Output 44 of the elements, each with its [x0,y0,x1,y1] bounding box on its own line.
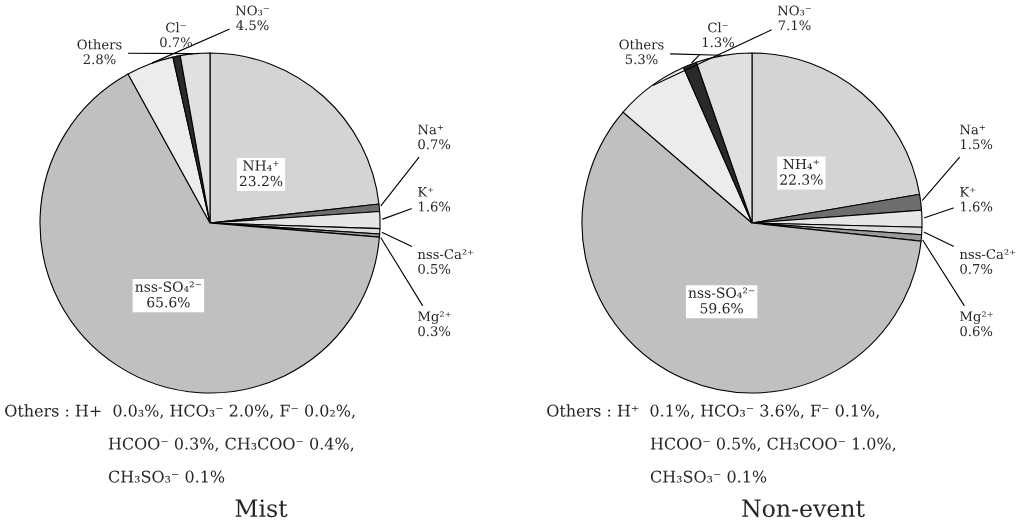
text: Others : H+ 0.0₃%, HCO₃⁻ 2.0%, F⁻ 0.0₂%, [5,404,355,419]
data-label: 65.6% [147,296,190,308]
slice-label: Mg²⁺ [960,311,993,324]
slice-label: nss-SO₄²⁻ [135,281,202,292]
slice-label: K⁺ [960,186,976,197]
slice-label: nss-Ca²⁺ [959,249,1016,260]
data-label: 1.3% [702,37,735,48]
data-label: 4.5% [236,20,269,31]
text: CH₃SO₃⁻ 0.1% [108,470,225,483]
data-label: 0.3% [418,326,451,337]
slice-label: Others [619,39,664,50]
slice-label: Cl⁻ [166,22,186,33]
slice-label: NO₃⁻ [235,5,269,16]
slice-label: NH₄⁺ [783,158,819,170]
slice-label: NH₄⁺ [243,160,279,171]
data-label: 0.5% [418,263,451,274]
data-label: 0.7% [418,139,451,150]
slice-label: NO₃⁻ [777,5,811,16]
slice-label: Na⁺ [960,124,985,135]
text: Non-event [742,499,865,518]
slice-label: Na⁺ [418,124,443,135]
slice-label: nss-SO₄²⁻ [688,287,755,298]
text: Others : H⁺ 0.1%, HCO₃⁻ 3.6%, F⁻ 0.1%, [547,404,879,419]
text: Mist [235,499,288,518]
text: HCOO⁻ 0.3%, CH₃COO⁻ 0.4%, [108,437,354,452]
slice-label: nss-Ca²⁺ [417,249,474,260]
data-label: 1.6% [419,201,451,212]
slice-label: Cl⁻ [708,22,728,33]
data-label: 0.6% [960,326,993,337]
text: CH₃SO₃⁻ 0.1% [650,470,767,483]
slice-label: K⁺ [418,186,434,197]
slice-label: Mg²⁺ [418,311,451,324]
data-label: 7.1% [778,20,811,31]
data-label: 23.2% [239,175,283,187]
slice-label: Others [77,39,122,50]
text: HCOO⁻ 0.5%, CH₃COO⁻ 1.0%, [650,437,896,452]
data-label: 59.6% [700,303,743,314]
data-label: 2.8% [83,54,116,65]
data-label: 0.7% [160,37,193,48]
data-label: 22.3% [780,174,823,185]
data-label: 1.5% [961,139,993,150]
data-label: 1.6% [961,201,993,212]
data-label: 0.7% [960,263,993,274]
data-label: 5.3% [625,54,658,65]
